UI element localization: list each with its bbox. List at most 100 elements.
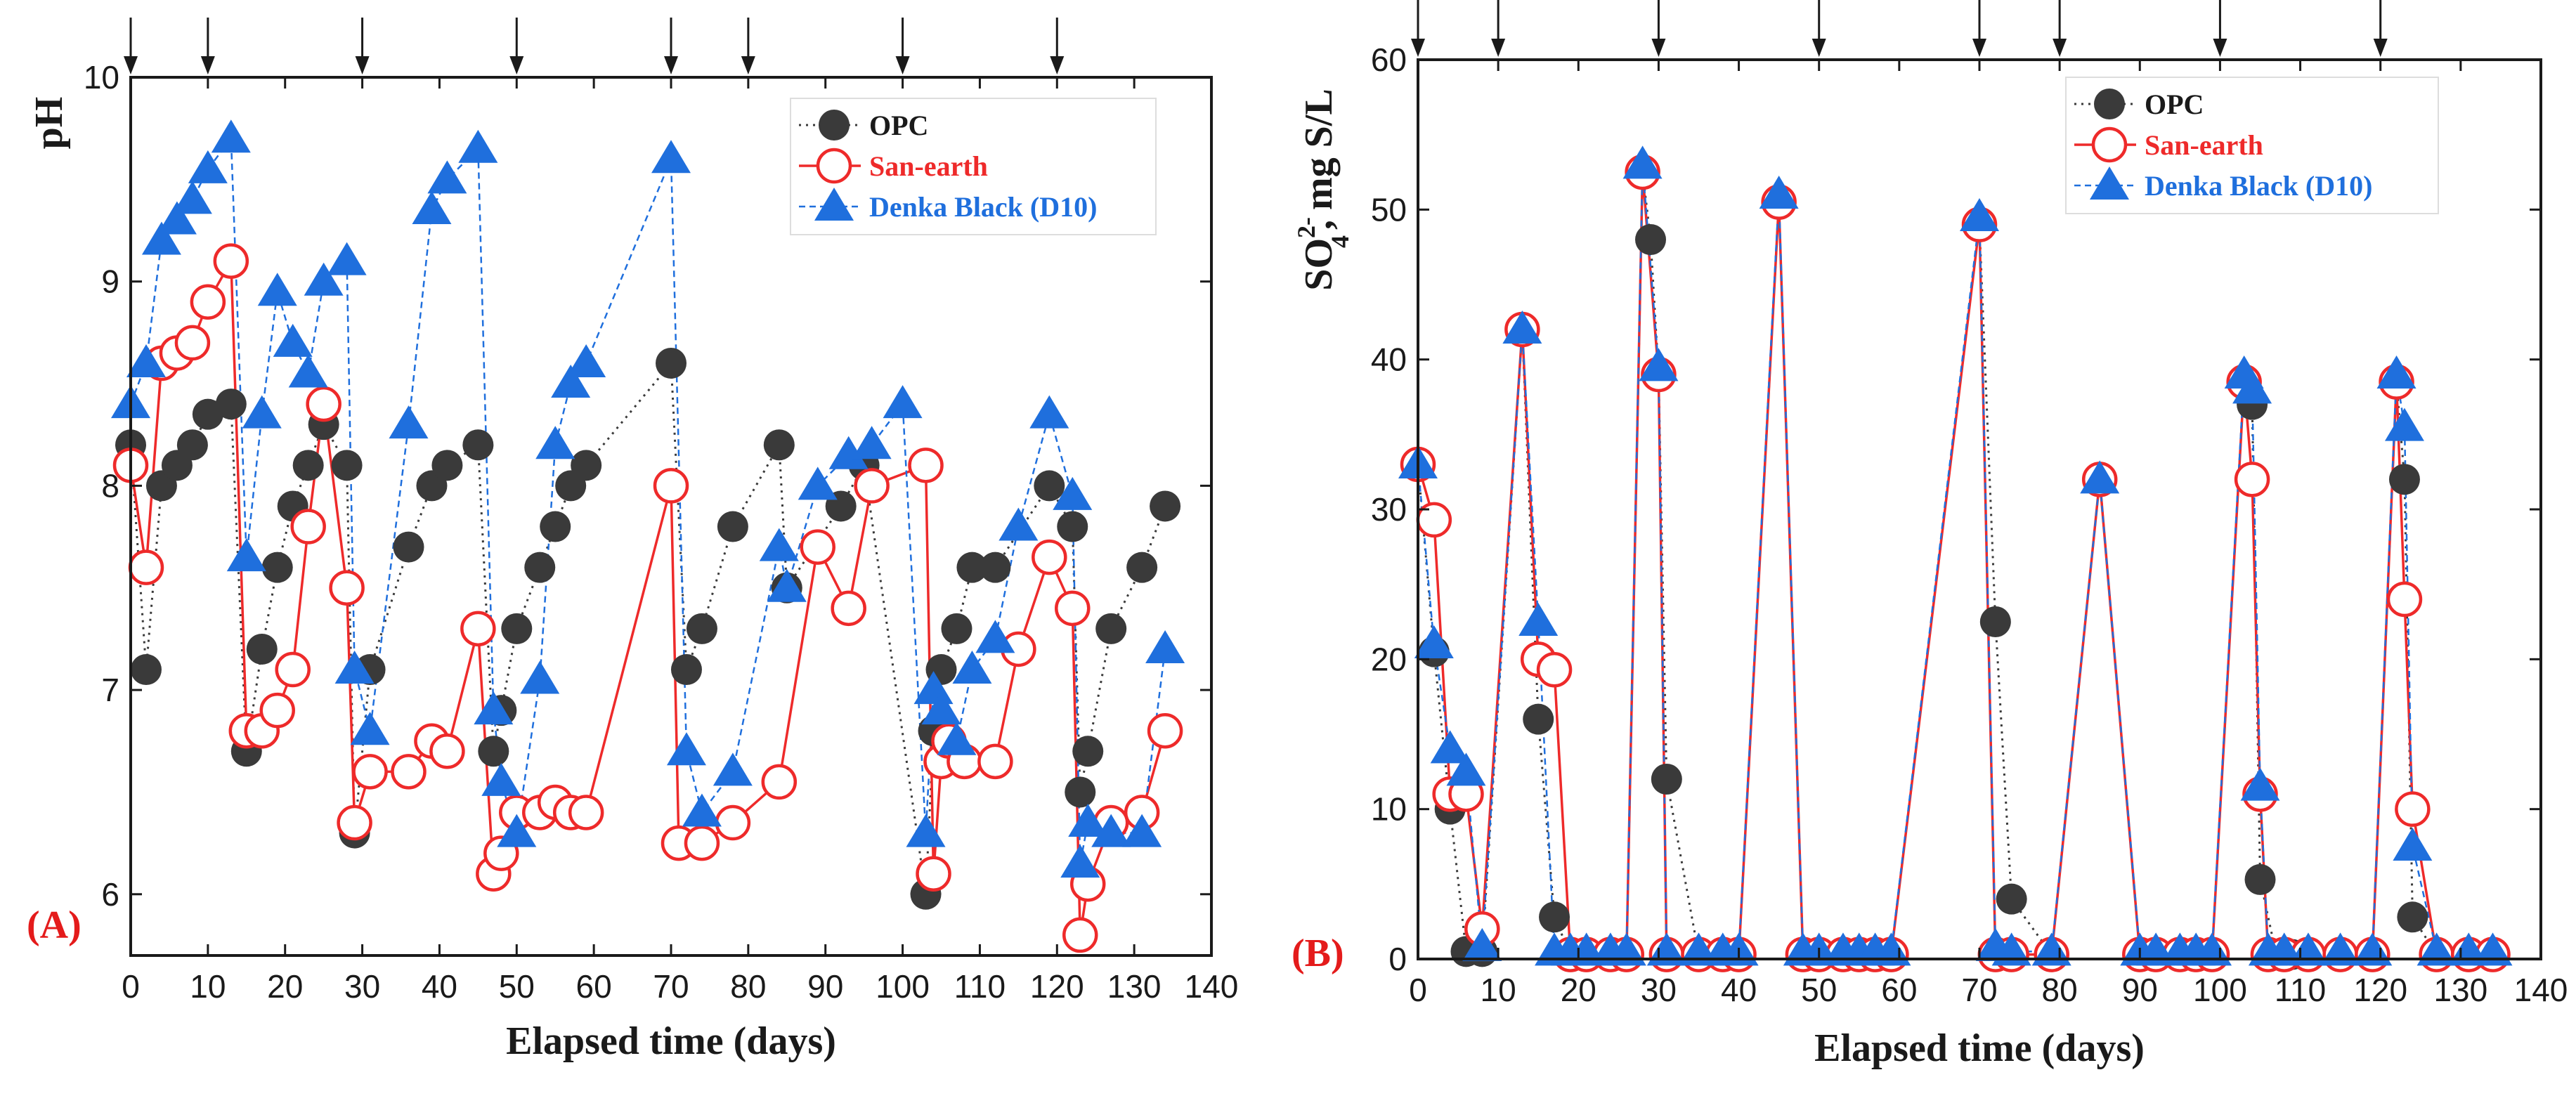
- panel-a-denka-point: [188, 150, 228, 183]
- panel-b-denka-point: [2376, 355, 2416, 389]
- panel-a-opc-point: [540, 511, 571, 542]
- panel-a-denka-point: [921, 691, 961, 725]
- panel-a-label: (A): [27, 903, 82, 947]
- panel-a-y-tick-label: 10: [84, 59, 119, 96]
- panel-a-x-tick-label: 50: [499, 968, 535, 1005]
- panel-a-denka-point: [682, 793, 722, 827]
- panel-a-opc-point: [571, 450, 602, 481]
- panel-a-san-point: [352, 754, 388, 790]
- panel-a-denka-point: [334, 651, 375, 684]
- panel-b-legend-label: San-earth: [2145, 129, 2263, 161]
- panel-a-denka-point: [327, 242, 367, 275]
- panel-b-y-title-sub: 4: [1326, 235, 1354, 248]
- panel-a-denka-point: [975, 620, 1015, 653]
- panel-a-denka-point: [937, 722, 977, 755]
- panel-a-denka-point: [481, 762, 521, 796]
- panel-a-opc-point: [130, 654, 162, 686]
- panel-b-san-point: [1536, 652, 1573, 688]
- panel-b-denka-point: [1606, 932, 1646, 966]
- panel-a-event-arrow-head: [355, 56, 370, 74]
- panel-a-opc-point: [261, 552, 293, 583]
- panel-b-x-tick-label: 70: [1961, 972, 1997, 1008]
- panel-a-x-tick-label: 130: [1107, 968, 1162, 1005]
- panel-a-opc-markers: [115, 347, 1181, 910]
- panel-a-san-point: [174, 325, 211, 361]
- panel-b-san-markers: [1400, 154, 2511, 972]
- panel-b-opc-markers: [1403, 157, 2509, 970]
- panel-b-y-axis-title: SO2- 4 , mg S/L: [1292, 89, 1354, 290]
- panel-b-event-arrow-head: [1651, 39, 1666, 57]
- panel-a-denka-point: [520, 660, 560, 694]
- panel-b-opc-point: [1635, 224, 1667, 255]
- panel-a-denka-point: [651, 140, 691, 174]
- panel-a-x-tick-label: 90: [807, 968, 843, 1005]
- panel-a-denka-point: [906, 814, 946, 847]
- panel-b-denka-point: [1414, 625, 1454, 658]
- panel-a-san-point: [128, 549, 164, 585]
- panel-b-denka-point: [2384, 407, 2424, 441]
- panel-a-san-point: [213, 243, 249, 279]
- panel-a-denka-point: [1122, 814, 1162, 847]
- panel-a-event-arrow-head: [1050, 56, 1065, 74]
- panel-a-denka-point: [211, 119, 251, 153]
- panel-a-ph-chart: 0 10 20 30 40 50 60 70 80 90 100 110 120 130 140 6 7 8 9 10…: [27, 18, 1238, 1063]
- panel-a-denka-point: [141, 221, 181, 255]
- panel-a-san-point: [259, 692, 295, 729]
- panel-b-denka-markers: [1398, 145, 2513, 966]
- panel-a-san-point: [275, 651, 311, 688]
- panel-b-opc-point: [1539, 901, 1570, 933]
- panel-b-denka-point: [1518, 603, 1559, 636]
- panel-a-opc-point: [331, 450, 363, 481]
- panel-b-event-arrow-head: [2053, 39, 2067, 57]
- panel-a-x-tick-label: 70: [653, 968, 689, 1005]
- panel-a-denka-point: [226, 538, 266, 572]
- panel-b-opc-point: [2388, 464, 2420, 495]
- panel-b-legend-marker: [2090, 167, 2129, 200]
- panel-a-denka-point: [852, 426, 892, 459]
- panel-a-denka-point: [1053, 476, 1093, 510]
- panel-b-denka-point: [1960, 198, 1999, 231]
- panel-b-opc-line: [1417, 171, 2493, 958]
- panel-a-san-point: [190, 284, 226, 320]
- panel-a-denka-point: [666, 732, 706, 766]
- panel-a-san-point: [290, 509, 326, 544]
- panel-b-axes: 0 10 20 30 40 50 60 70 80 90 100 110 120 130 140 0 10 20 3…: [1371, 0, 2568, 1008]
- panel-b-x-tick-label: 90: [2122, 972, 2158, 1008]
- panel-a-opc-point: [1034, 470, 1065, 502]
- panel-a-san-point: [460, 611, 496, 647]
- panel-a-san-point: [1147, 712, 1183, 749]
- panel-b-denka-point: [1646, 932, 1686, 966]
- panel-a-denka-point: [566, 344, 606, 377]
- panel-a-x-tick-label: 80: [730, 968, 766, 1005]
- panel-a-denka-point: [1091, 814, 1131, 847]
- panel-a-denka-point: [1029, 395, 1069, 429]
- panel-a-opc-point: [292, 450, 324, 481]
- panel-a-denka-point: [288, 354, 328, 388]
- panel-a-legend-label: Denka Black (D10): [869, 191, 1097, 223]
- panel-a-opc-point: [1095, 613, 1127, 644]
- panel-b-denka-point: [2320, 932, 2360, 966]
- panel-b-denka-point: [2393, 828, 2433, 861]
- panel-b-x-tick-label: 0: [1409, 972, 1427, 1008]
- panel-a-denka-point: [1068, 804, 1108, 837]
- panel-a-event-arrow-head: [124, 56, 138, 74]
- panel-a-san-point: [831, 590, 866, 627]
- panel-a-series: [111, 119, 1185, 953]
- panel-a-denka-point: [427, 160, 467, 194]
- panel-a-opc-point: [462, 429, 494, 461]
- panel-a-opc-point: [176, 429, 208, 461]
- panel-b-series: [1398, 145, 2513, 972]
- panel-b-denka-point: [1871, 932, 1911, 966]
- panel-a-denka-point: [172, 181, 212, 214]
- panel-a-opc-point: [524, 552, 556, 583]
- panel-b-denka-point: [2353, 932, 2393, 966]
- panel-a-san-point: [761, 764, 798, 800]
- panel-a-opc-point: [941, 613, 972, 644]
- panel-a-san-point: [800, 529, 835, 565]
- panel-a-x-tick-label: 120: [1030, 968, 1084, 1005]
- panel-a-y-axis-title: pH: [27, 97, 71, 150]
- panel-b-denka-point: [2232, 370, 2272, 404]
- panel-b-san-line: [1417, 171, 2493, 956]
- panel-a-denka-point: [458, 129, 498, 163]
- panel-a-opc-point: [246, 633, 278, 665]
